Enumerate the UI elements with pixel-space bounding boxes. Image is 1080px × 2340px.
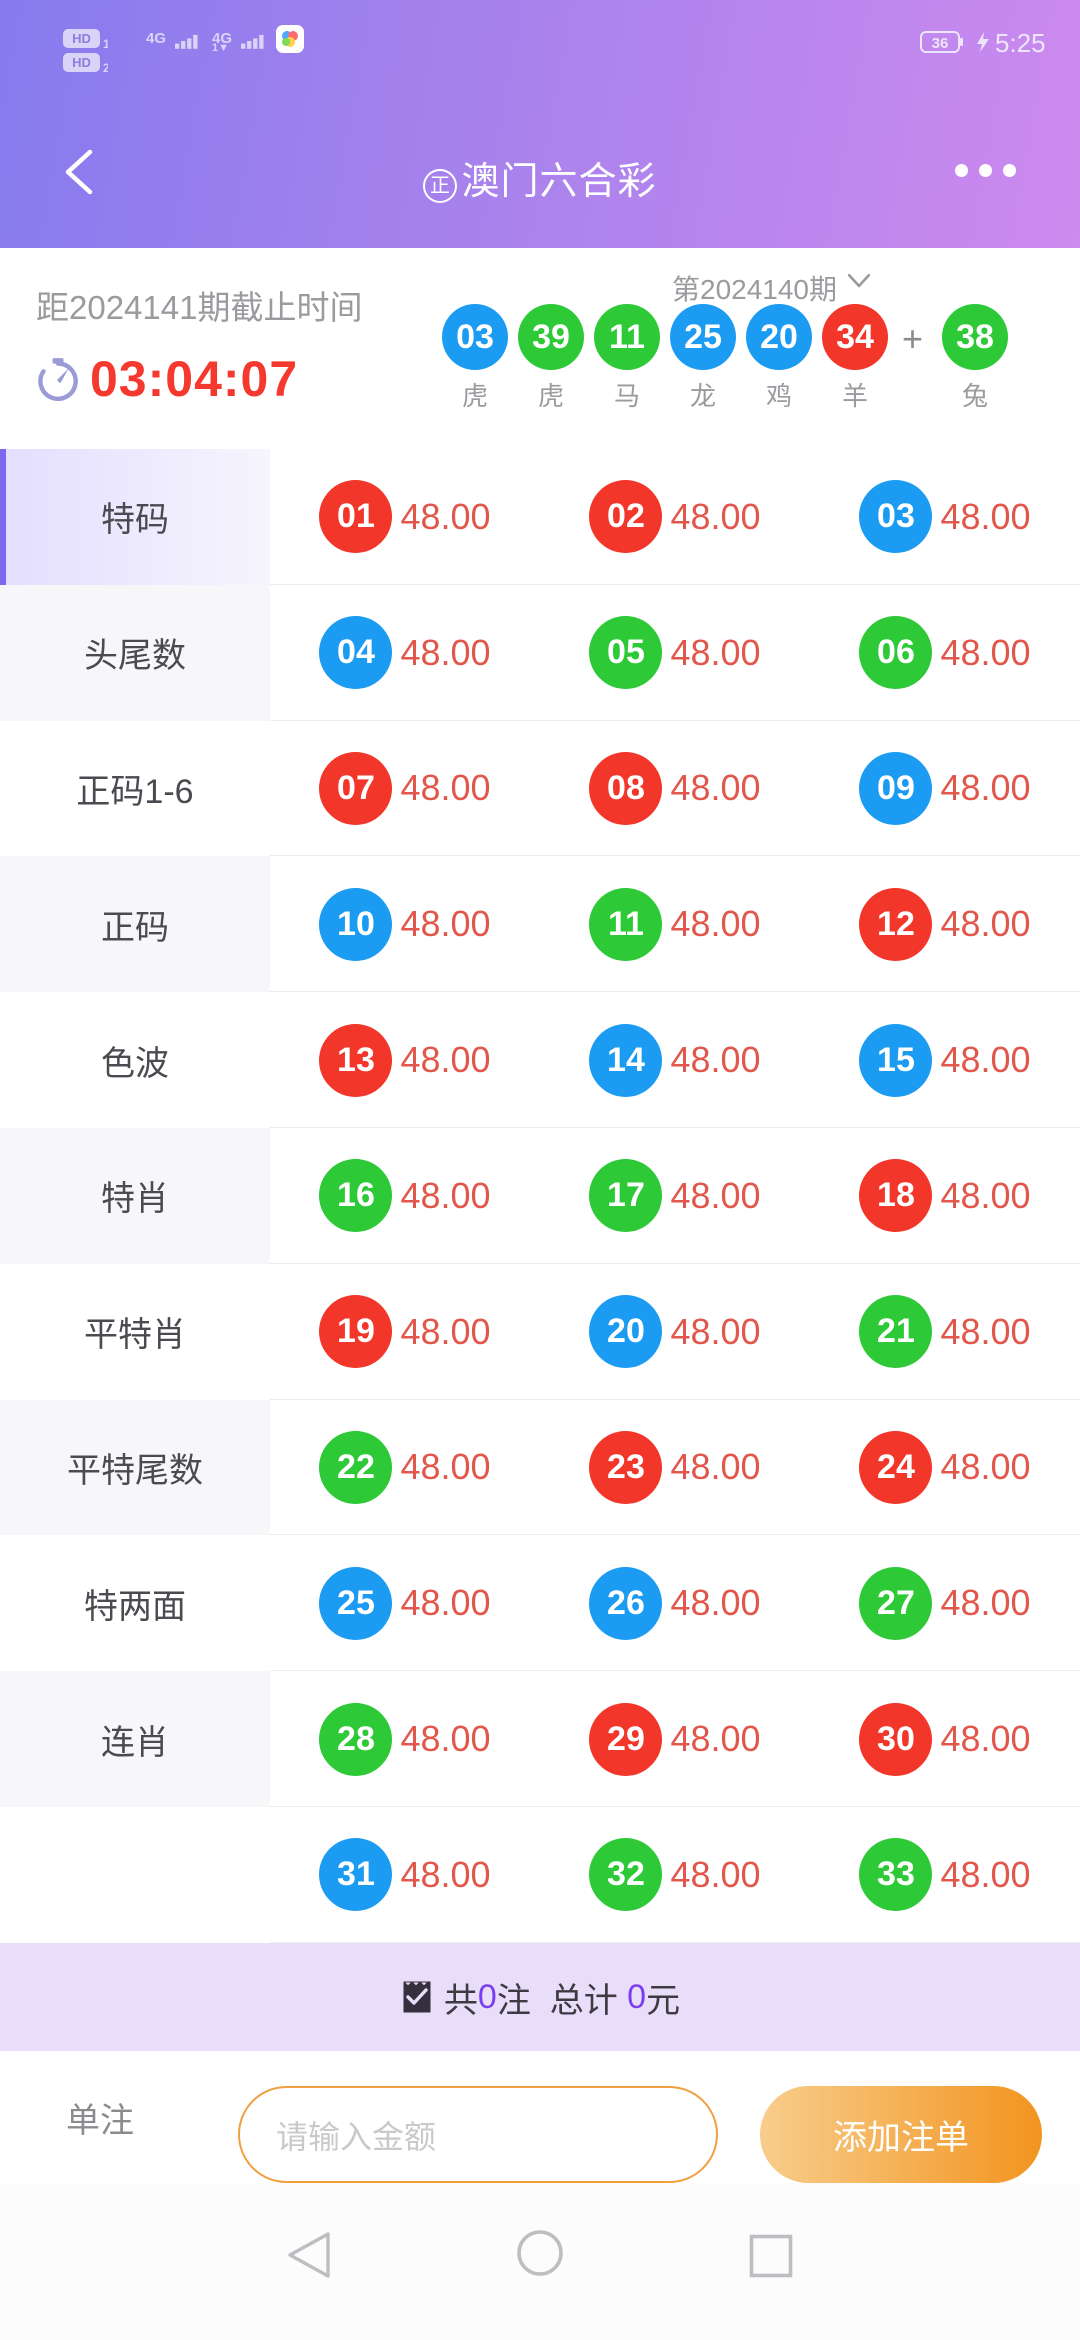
svg-text:HD: HD [72,55,91,70]
svg-text:HD: HD [72,31,91,46]
svg-text:2: 2 [103,61,108,74]
svg-text:36: 36 [932,35,949,52]
svg-text:1: 1 [103,37,108,50]
